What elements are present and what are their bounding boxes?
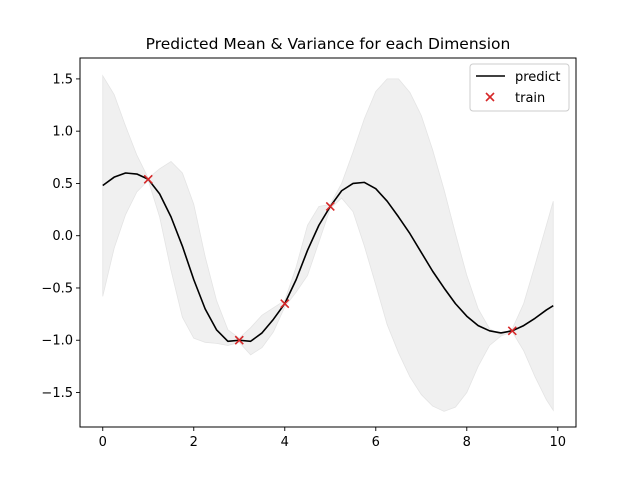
y-tick-label: 0.5 [52,177,73,192]
y-tick-label: 0.0 [52,229,73,244]
legend-train-label: train [515,91,545,106]
y-tick-label: −0.5 [41,281,73,296]
x-tick-label: 0 [99,435,107,450]
x-tick-label: 10 [550,435,567,450]
chart-title: Predicted Mean & Variance for each Dimen… [146,35,511,53]
x-tick-label: 4 [281,435,289,450]
x-axis: 0 2 4 6 8 10 [99,427,566,450]
y-axis: 1.5 1.0 0.5 0.0 −0.5 −1.0 −1.5 [41,72,80,401]
y-tick-label: 1.5 [52,72,73,87]
train-point [325,201,335,212]
x-tick-label: 2 [190,435,198,450]
train-points-layer [143,174,517,345]
plot-area-frame [79,57,577,428]
x-tick-label: 8 [463,435,471,450]
legend: predict train [469,63,570,112]
legend-train-swatch [485,92,495,102]
y-tick-label: −1.0 [41,334,73,349]
y-tick-label: 1.0 [52,125,73,140]
train-point [143,174,153,184]
y-tick-label: −1.5 [41,386,73,401]
legend-predict-label: predict [515,70,560,85]
train-point [280,299,290,309]
train-point [507,326,517,336]
train-point [234,335,244,345]
x-tick-label: 6 [372,435,380,450]
